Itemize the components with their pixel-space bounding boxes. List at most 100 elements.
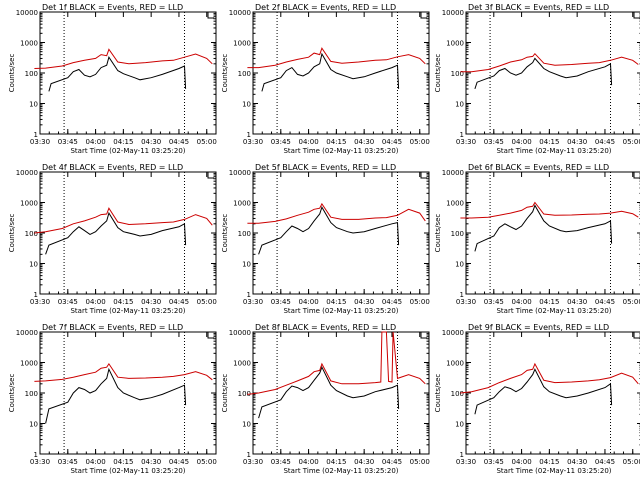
x-axis-label: Start Time (02-May-11 03:25:20) xyxy=(496,307,611,315)
y-tick-label: 1 xyxy=(247,131,251,139)
series-line-lld xyxy=(460,201,639,219)
y-tick-label: 100 xyxy=(25,390,38,398)
x-tick-label: 04:00 xyxy=(298,458,318,466)
x-tick-label: 05:00 xyxy=(197,298,217,306)
x-tick-label: 04:45 xyxy=(169,458,189,466)
x-tick-label: 04:45 xyxy=(595,138,615,146)
x-tick-label: 04:15 xyxy=(113,298,133,306)
plot-frame xyxy=(465,171,640,295)
range-bracket xyxy=(633,332,640,339)
range-bracket xyxy=(633,12,640,19)
y-tick-label: 10 xyxy=(455,421,464,429)
series-line-lld xyxy=(34,207,213,234)
x-tick-label: 03:45 xyxy=(484,138,504,146)
x-tick-label: 04:45 xyxy=(595,458,615,466)
panel-title: Det 2f BLACK = Events, RED = LLD xyxy=(255,3,396,12)
panel-title: Det 1f BLACK = Events, RED = LLD xyxy=(42,3,183,12)
y-axis-label: Counts/sec xyxy=(434,374,442,413)
x-tick-label: 03:45 xyxy=(271,458,291,466)
y-tick-label: 1 xyxy=(460,451,464,459)
x-tick-label: 04:45 xyxy=(169,298,189,306)
x-tick-label: 05:00 xyxy=(197,458,217,466)
series-line-lld xyxy=(247,331,426,395)
x-tick-label: 03:30 xyxy=(456,138,476,146)
y-tick-label: 10000 xyxy=(229,9,251,17)
x-tick-label: 04:30 xyxy=(354,138,374,146)
y-axis-label: Counts/sec xyxy=(8,54,16,93)
x-tick-label: 05:00 xyxy=(410,138,430,146)
x-tick-label: 03:45 xyxy=(484,458,504,466)
y-tick-label: 10000 xyxy=(16,329,38,337)
series-line-events xyxy=(474,204,613,252)
x-tick-label: 03:30 xyxy=(243,138,263,146)
panel-title: Det 6f BLACK = Events, RED = LLD xyxy=(468,163,609,172)
range-bracket xyxy=(420,172,427,179)
x-tick-label: 04:45 xyxy=(382,138,402,146)
x-tick-label: 03:45 xyxy=(271,298,291,306)
y-tick-label: 1000 xyxy=(20,360,38,368)
y-tick-label: 1000 xyxy=(20,40,38,48)
x-tick-label: 04:30 xyxy=(567,138,587,146)
y-tick-label: 10000 xyxy=(442,9,464,17)
plot-frame xyxy=(39,11,217,135)
series-line-lld xyxy=(460,52,639,73)
series-line-lld xyxy=(34,48,213,69)
x-tick-label: 04:00 xyxy=(85,138,105,146)
x-axis-label: Start Time (02-May-11 03:25:20) xyxy=(496,467,611,475)
x-tick-label: 04:30 xyxy=(141,458,161,466)
series-line-events xyxy=(258,205,400,255)
x-tick-label: 04:00 xyxy=(511,298,531,306)
x-axis-label: Start Time (02-May-11 03:25:20) xyxy=(70,467,185,475)
panel-title: Det 3f BLACK = Events, RED = LLD xyxy=(468,3,609,12)
x-tick-label: 04:30 xyxy=(354,298,374,306)
y-tick-label: 100 xyxy=(451,390,464,398)
x-tick-label: 04:45 xyxy=(595,298,615,306)
y-tick-label: 1 xyxy=(34,291,38,299)
series-line-lld xyxy=(247,47,426,69)
y-tick-label: 10 xyxy=(29,101,38,109)
x-tick-label: 04:45 xyxy=(169,138,189,146)
panel-det-8: Det 8f BLACK = Events, RED = LLD 1 10 100 10… xyxy=(221,323,430,475)
x-axis-label: Start Time (02-May-11 03:25:20) xyxy=(283,467,398,475)
y-axis-label: Counts/sec xyxy=(8,374,16,413)
x-tick-label: 04:15 xyxy=(539,298,559,306)
y-tick-label: 10000 xyxy=(229,169,251,177)
y-tick-label: 10000 xyxy=(442,329,464,337)
x-tick-label: 04:00 xyxy=(298,138,318,146)
x-tick-label: 04:15 xyxy=(539,458,559,466)
panel-det-9: Det 9f BLACK = Events, RED = LLD 1 10 100 10… xyxy=(434,323,640,475)
y-tick-label: 1 xyxy=(247,451,251,459)
y-axis-label: Counts/sec xyxy=(8,214,16,253)
panel-title: Det 4f BLACK = Events, RED = LLD xyxy=(42,163,183,172)
y-axis-label: Counts/sec xyxy=(221,54,229,93)
plot-frame xyxy=(252,11,430,135)
series-line-events xyxy=(258,365,400,419)
y-tick-label: 10 xyxy=(242,421,251,429)
x-tick-label: 03:30 xyxy=(30,138,50,146)
x-axis-label: Start Time (02-May-11 03:25:20) xyxy=(70,147,185,155)
range-bracket xyxy=(207,12,214,19)
y-tick-label: 10 xyxy=(242,261,251,269)
y-axis-label: Counts/sec xyxy=(434,214,442,253)
x-axis-label: Start Time (02-May-11 03:25:20) xyxy=(283,147,398,155)
panel-title: Det 7f BLACK = Events, RED = LLD xyxy=(42,323,183,332)
panel-det-2: Det 2f BLACK = Events, RED = LLD 1 10 100 10… xyxy=(221,3,430,155)
y-tick-label: 10000 xyxy=(229,329,251,337)
y-tick-label: 100 xyxy=(25,70,38,78)
y-tick-label: 10000 xyxy=(16,9,38,17)
panel-title: Det 5f BLACK = Events, RED = LLD xyxy=(255,163,396,172)
x-tick-label: 04:15 xyxy=(113,138,133,146)
y-tick-label: 100 xyxy=(238,70,251,78)
x-tick-label: 04:30 xyxy=(354,458,374,466)
range-bracket xyxy=(420,332,427,339)
panel-title: Det 9f BLACK = Events, RED = LLD xyxy=(468,323,609,332)
x-tick-label: 03:30 xyxy=(456,458,476,466)
y-tick-label: 1 xyxy=(247,291,251,299)
y-tick-label: 100 xyxy=(238,390,251,398)
x-tick-label: 05:00 xyxy=(623,138,640,146)
x-tick-label: 03:45 xyxy=(58,138,78,146)
y-tick-label: 100 xyxy=(25,230,38,238)
range-bracket xyxy=(207,172,214,179)
x-tick-label: 03:45 xyxy=(58,458,78,466)
